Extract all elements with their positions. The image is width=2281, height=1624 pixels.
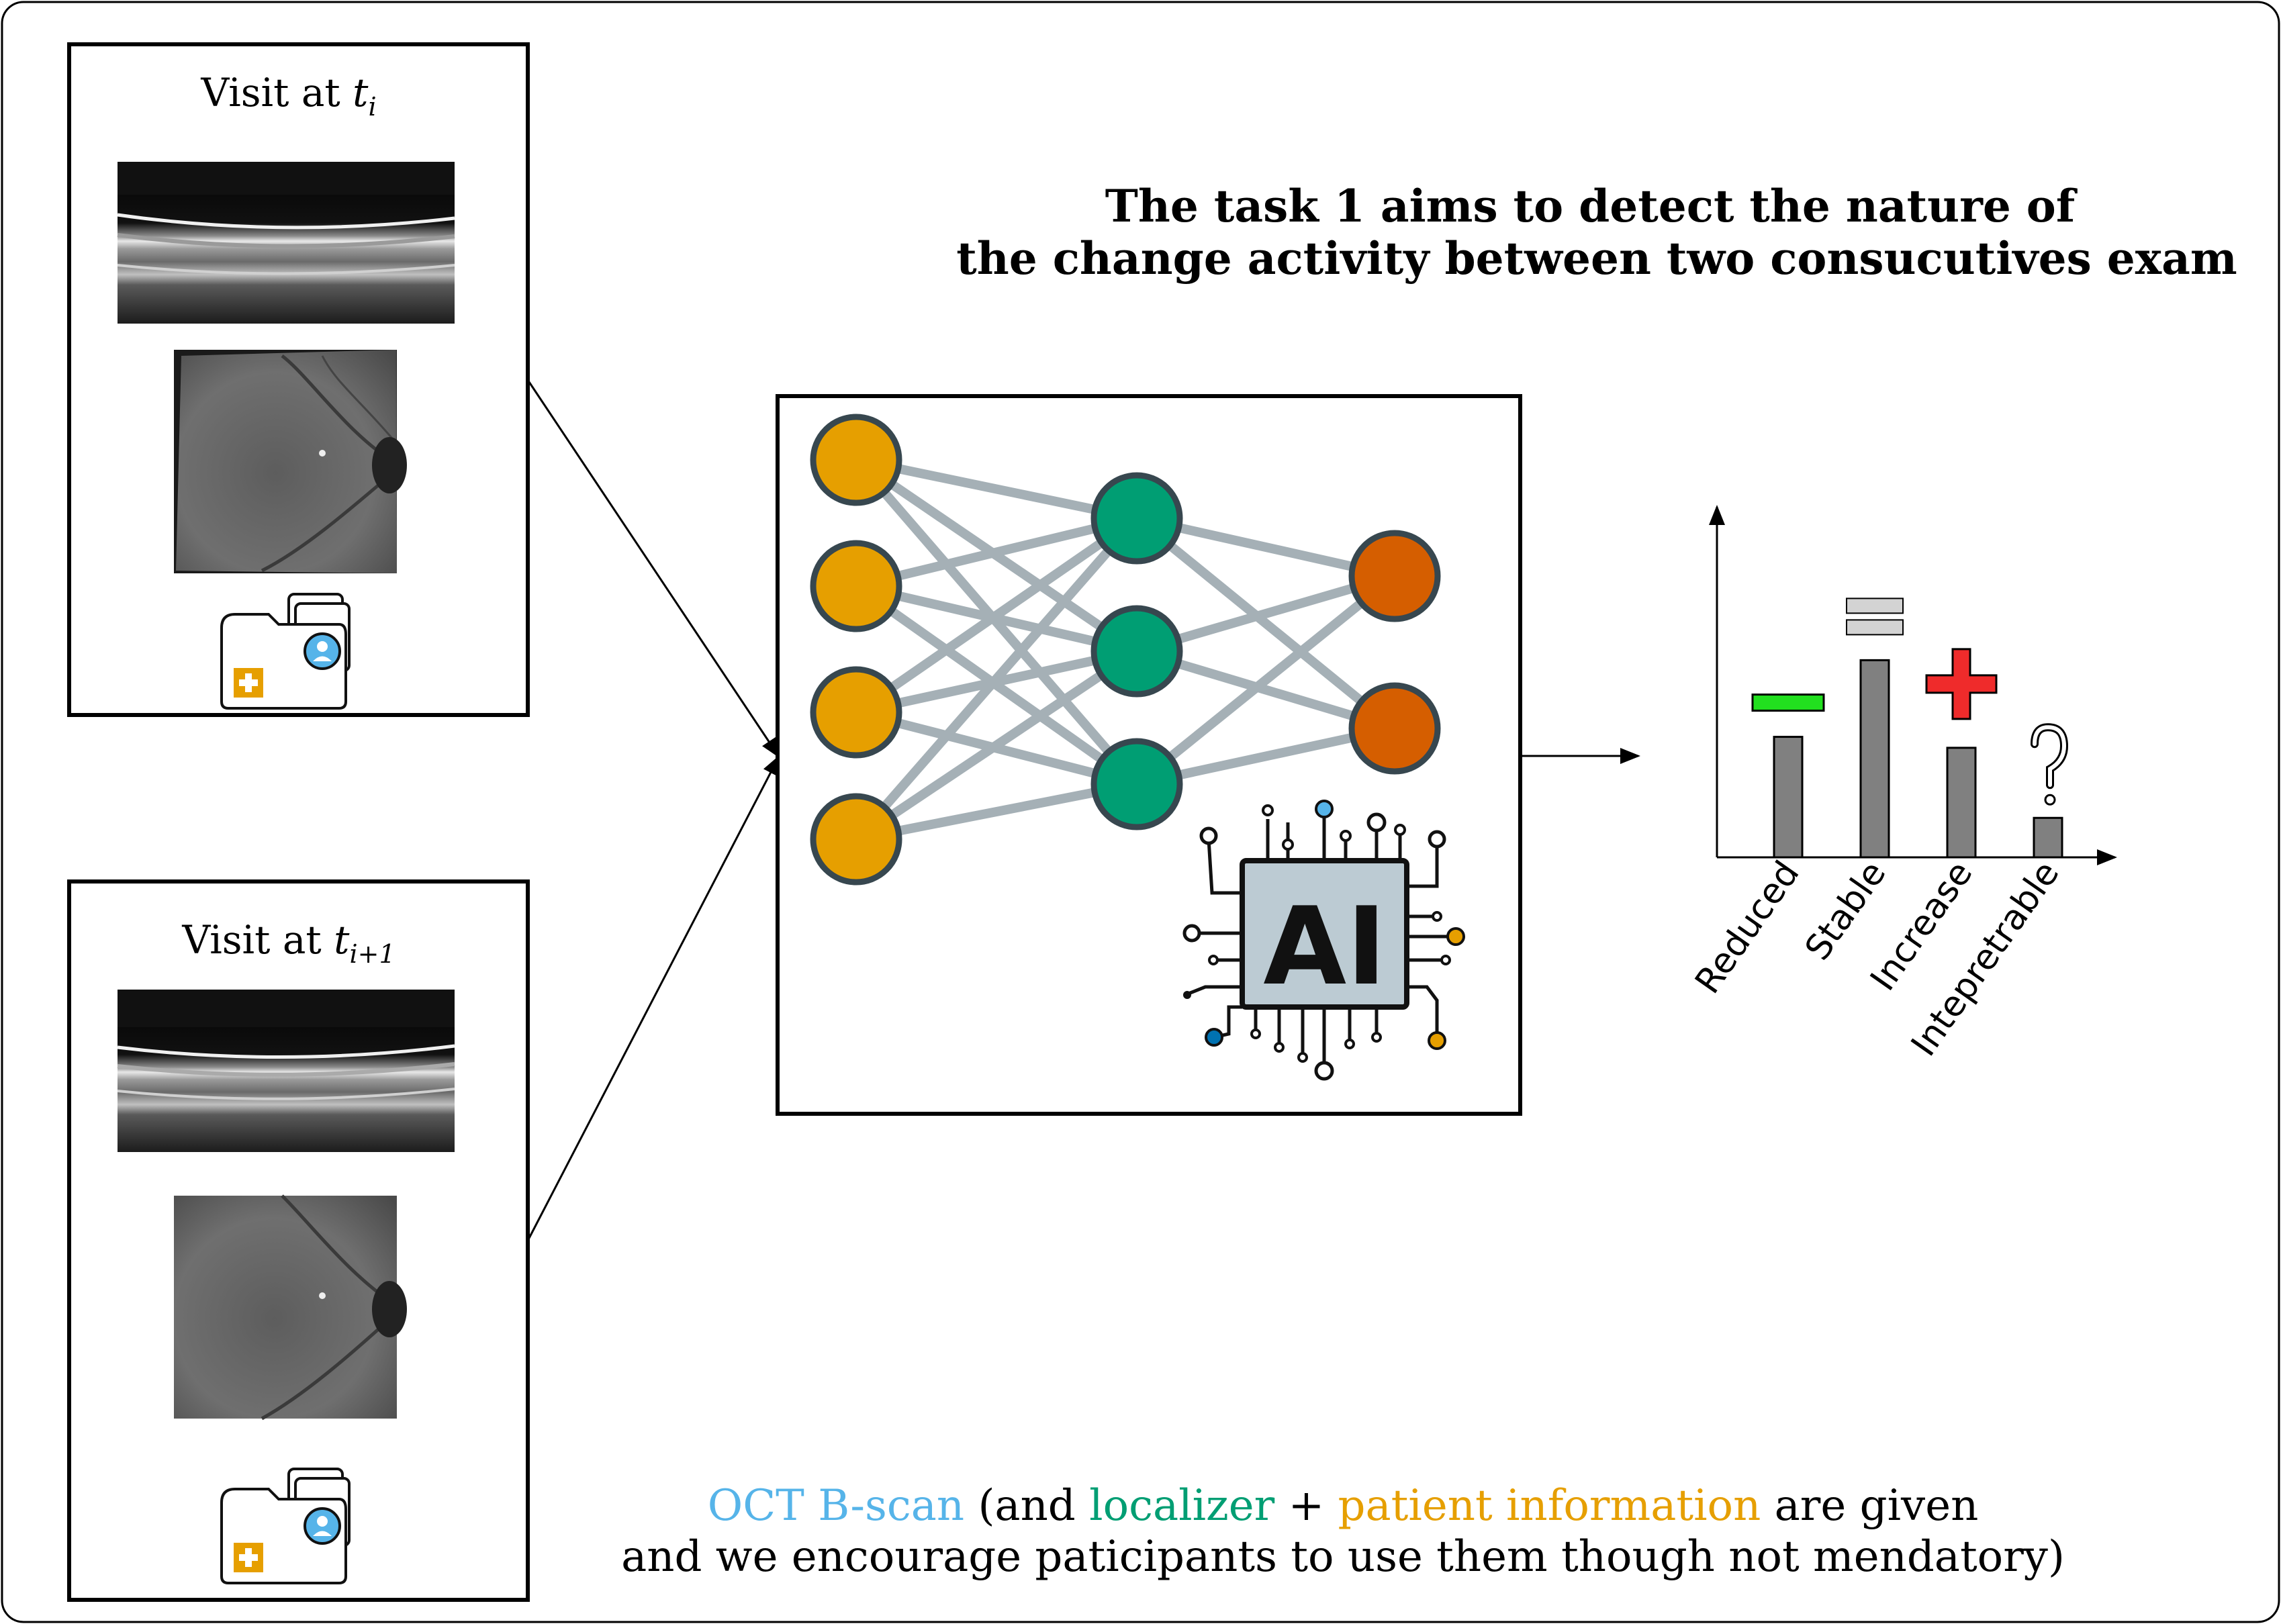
bar-stable bbox=[1859, 659, 1890, 859]
edge-in3-h0 bbox=[851, 514, 1142, 844]
bar-reduced bbox=[1773, 736, 1804, 859]
oct-bscan-image-2 bbox=[117, 990, 455, 1152]
oct-bscan-image-1 bbox=[117, 162, 455, 324]
patient-folder-icon-1 bbox=[220, 593, 351, 710]
output-node-1 bbox=[1348, 530, 1441, 622]
caption-text-b: + bbox=[1274, 1481, 1338, 1531]
caption-line-2: and we encourage paticipants to use them… bbox=[621, 1532, 2065, 1582]
bar-increase bbox=[1946, 747, 1977, 859]
bar-intepretrable bbox=[2033, 816, 2063, 859]
edge-in0-h0 bbox=[851, 455, 1142, 523]
symbol-question-icon bbox=[2031, 723, 2069, 806]
edge-in1-h0 bbox=[851, 514, 1142, 591]
caption-oct-bscan: OCT B-scan bbox=[708, 1481, 964, 1531]
task-title-line-2: the change activity between two consucut… bbox=[956, 232, 2237, 285]
visit-1-title: Visit at ti bbox=[200, 70, 376, 122]
visit-panel-1: Visit at ti bbox=[67, 42, 530, 717]
caption-text-a: (and bbox=[964, 1481, 1089, 1531]
hidden-node-1 bbox=[1090, 472, 1183, 565]
connector-visit-2 bbox=[526, 755, 780, 1241]
input-node-1 bbox=[810, 414, 902, 506]
caption-text-c: are given bbox=[1761, 1481, 1978, 1531]
caption-line-1: OCT B-scan (and localizer + patient info… bbox=[708, 1481, 1979, 1531]
hidden-node-3 bbox=[1090, 738, 1183, 830]
localizer-image-1 bbox=[174, 350, 407, 573]
symbol-plus-icon bbox=[1925, 648, 1998, 720]
symbol-equals-icon bbox=[1846, 598, 1904, 636]
patient-folder-icon-2 bbox=[220, 1468, 351, 1584]
network-nodes bbox=[810, 414, 1441, 886]
visit-panel-2: Visit at ti+1 bbox=[67, 879, 530, 1602]
caption-patient-information: patient information bbox=[1338, 1481, 1761, 1531]
ai-chip-icon: AI bbox=[1182, 800, 1465, 1081]
model-box: AI bbox=[776, 394, 1522, 1116]
input-node-4 bbox=[810, 793, 902, 886]
connector-visit-1 bbox=[526, 379, 780, 759]
symbol-minus-icon bbox=[1751, 694, 1825, 712]
output-node-2 bbox=[1348, 682, 1441, 775]
edge-h0-out1 bbox=[1132, 514, 1399, 733]
input-node-3 bbox=[810, 666, 902, 759]
edge-in3-h1 bbox=[851, 647, 1142, 844]
edge-h2-out0 bbox=[1132, 571, 1399, 789]
hidden-node-2 bbox=[1090, 605, 1183, 698]
localizer-image-2 bbox=[174, 1194, 407, 1421]
edge-in2-h0 bbox=[851, 514, 1142, 717]
caption-localizer: localizer bbox=[1089, 1481, 1275, 1531]
task-title-line-1: The task 1 aims to detect the nature of bbox=[1105, 180, 2078, 232]
input-node-2 bbox=[810, 540, 902, 632]
visit-2-title: Visit at ti+1 bbox=[181, 917, 395, 969]
ai-chip-label: AI bbox=[1263, 883, 1386, 1009]
edge-in3-h2 bbox=[851, 779, 1142, 844]
